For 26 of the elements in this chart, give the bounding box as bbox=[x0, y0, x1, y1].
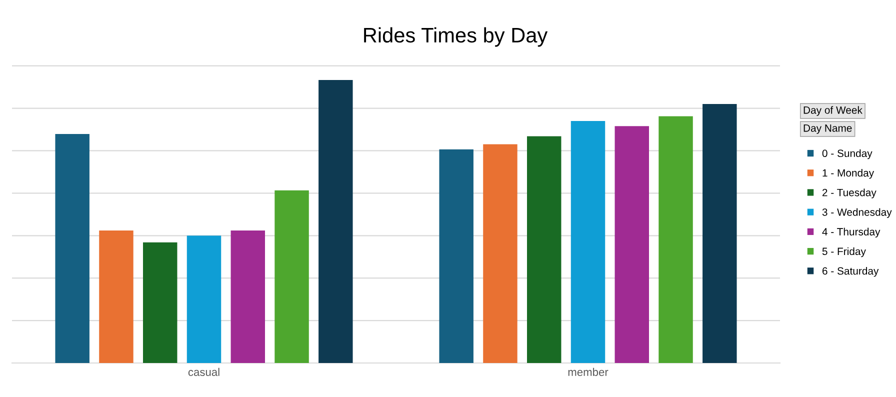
x-tick-label: casual bbox=[188, 368, 220, 376]
legend-label: 5 - Friday bbox=[822, 247, 866, 258]
bar bbox=[186, 236, 222, 363]
legend-label: 3 - Wednesday bbox=[822, 208, 892, 218]
bar bbox=[702, 104, 737, 363]
bar bbox=[483, 144, 518, 363]
x-tick-label: member bbox=[568, 368, 608, 376]
bar bbox=[658, 116, 693, 363]
bar bbox=[439, 149, 474, 363]
chart-title: Rides Times by Day bbox=[364, 27, 548, 47]
legend-label: 2 - Tuesday bbox=[822, 188, 876, 198]
bar bbox=[55, 134, 90, 363]
bar bbox=[318, 80, 353, 363]
bar bbox=[230, 230, 265, 363]
bar bbox=[274, 190, 309, 363]
legend-label: 0 - Sunday bbox=[822, 149, 872, 160]
bar bbox=[614, 126, 649, 363]
legend-title: Day Name bbox=[804, 124, 852, 134]
legend-label: 4 - Thursday bbox=[822, 228, 880, 238]
legend-label: 6 - Saturday bbox=[822, 267, 879, 277]
legend-label: 1 - Monday bbox=[822, 168, 874, 179]
bar bbox=[527, 136, 562, 363]
bar bbox=[570, 121, 606, 363]
text: Day of Week bbox=[804, 106, 862, 116]
bar bbox=[143, 242, 178, 363]
bar bbox=[99, 230, 134, 363]
